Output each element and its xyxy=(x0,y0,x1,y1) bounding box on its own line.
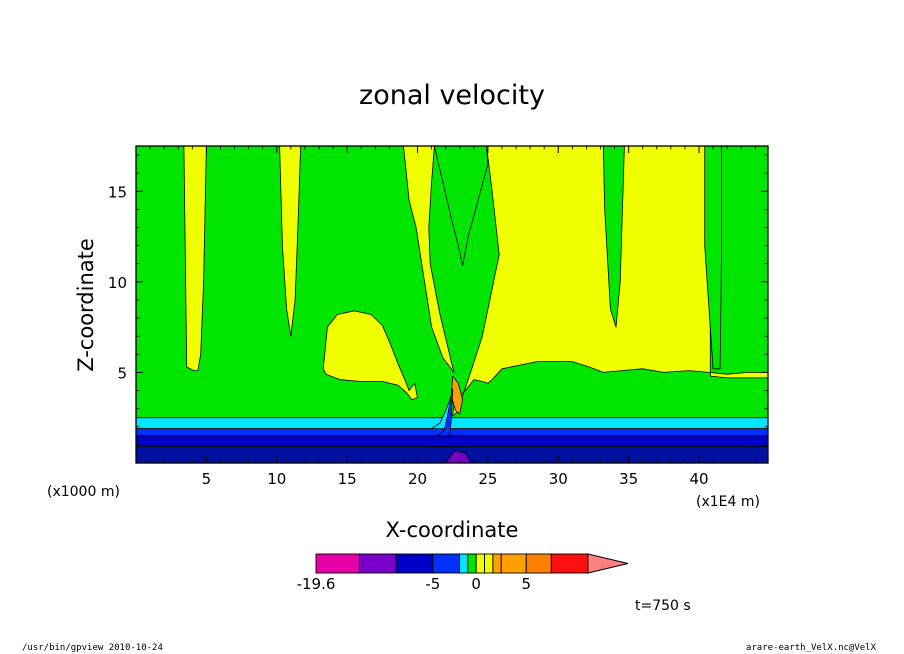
colorbar-segment xyxy=(475,553,485,574)
colorbar-label: 0 xyxy=(471,575,481,593)
colorbar-label: 5 xyxy=(521,575,531,593)
chart-title: zonal velocity xyxy=(359,80,545,111)
axis-ticks: 5 10 15 20 25 30 35 40 5 10 15 xyxy=(108,146,768,488)
time-annotation: t=750 s xyxy=(635,598,691,614)
y-tick-label: 10 xyxy=(108,274,127,292)
colorbar-segment xyxy=(432,553,460,574)
colorbar-segment xyxy=(459,553,469,574)
y-tick-label: 5 xyxy=(117,364,127,382)
colorbar-extend-arrow xyxy=(587,553,629,574)
yellow-plume-left xyxy=(402,146,455,373)
x-tick-label: 5 xyxy=(202,470,212,488)
yellow-blob-left xyxy=(322,310,418,401)
green-col-a xyxy=(583,146,625,328)
colorbar: -19.6 -5 0 5 xyxy=(297,553,629,593)
x-tick-label: 10 xyxy=(267,470,286,488)
colorbar-segment xyxy=(484,553,494,574)
cyan-layer xyxy=(136,417,768,430)
colorbar-segment xyxy=(467,553,477,574)
y-unit-label: (x1000 m) xyxy=(47,484,120,500)
purple-spot xyxy=(445,450,472,463)
green-col-b xyxy=(704,146,722,370)
y-axis-label: Z-coordinate xyxy=(74,238,98,372)
colorbar-segment xyxy=(525,553,552,574)
plot-frame xyxy=(135,145,769,464)
x-tick-label: 30 xyxy=(549,470,568,488)
colorbar-label: -5 xyxy=(425,575,440,593)
contour-regions xyxy=(136,146,768,463)
y-tick-label: 15 xyxy=(108,183,127,201)
x-tick-label: 20 xyxy=(408,470,427,488)
green-gap-top xyxy=(433,146,489,267)
colorbar-segment xyxy=(315,553,360,574)
yellow-column-2 xyxy=(279,146,302,337)
colorbar-segment xyxy=(500,553,527,574)
x-tick-label: 25 xyxy=(478,470,497,488)
x-tick-label: 15 xyxy=(338,470,357,488)
colorbar-segment xyxy=(550,553,589,574)
dark-blue-layer xyxy=(136,435,768,448)
x-tick-label: 35 xyxy=(619,470,638,488)
footer-left: /usr/bin/gpview 2010-10-24 xyxy=(22,643,163,653)
x-unit-label: (x1E4 m) xyxy=(696,494,760,510)
colorbar-label: -19.6 xyxy=(297,575,336,593)
blue-layer xyxy=(136,428,768,437)
colorbar-segment xyxy=(358,553,397,574)
footer-right: arare-earth_VelX.nc@VelX xyxy=(746,643,877,653)
colorbar-segment xyxy=(492,553,502,574)
x-tick-label: 40 xyxy=(689,470,708,488)
x-axis-label: X-coordinate xyxy=(386,518,519,542)
yellow-column-1 xyxy=(183,146,207,372)
colorbar-segment xyxy=(395,553,434,574)
